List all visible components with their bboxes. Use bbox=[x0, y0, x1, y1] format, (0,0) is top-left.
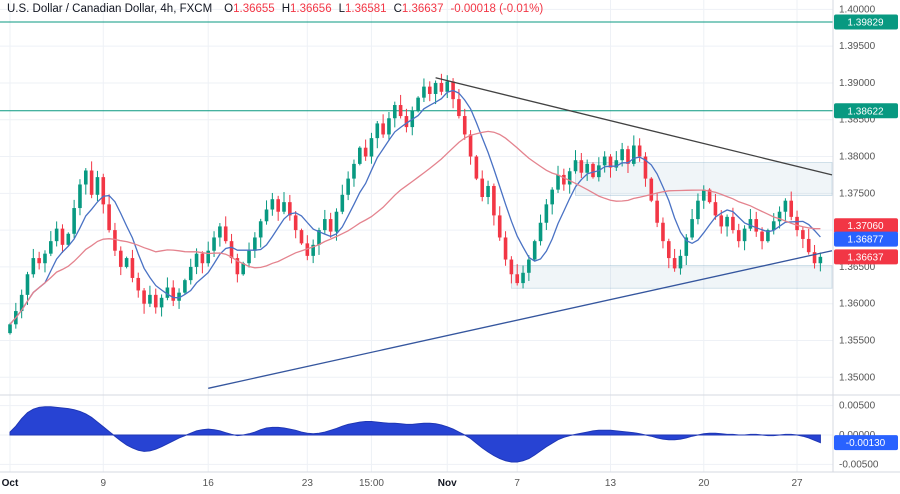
high-value: 1.36656 bbox=[290, 3, 332, 15]
svg-text:9: 9 bbox=[100, 478, 106, 489]
svg-text:1.36500: 1.36500 bbox=[839, 262, 876, 273]
svg-text:23: 23 bbox=[302, 478, 314, 489]
svg-text:16: 16 bbox=[203, 478, 215, 489]
svg-text:1.38000: 1.38000 bbox=[839, 152, 876, 163]
symbol-title[interactable]: U.S. Dollar / Canadian Dollar, 4h, FXCM bbox=[7, 3, 213, 15]
svg-text:1.35500: 1.35500 bbox=[839, 335, 876, 346]
low-label: L bbox=[338, 3, 345, 15]
svg-text:-0.00500: -0.00500 bbox=[839, 459, 879, 470]
ma-slow-line[interactable] bbox=[9, 130, 821, 325]
price-axis-badge bbox=[834, 231, 898, 247]
svg-text:20: 20 bbox=[698, 478, 710, 489]
price-axis-badge bbox=[834, 103, 898, 119]
svg-text:1.35000: 1.35000 bbox=[839, 372, 876, 383]
high-label: H bbox=[281, 3, 291, 15]
svg-text:27: 27 bbox=[791, 478, 803, 489]
svg-text:13: 13 bbox=[605, 478, 617, 489]
price-axis-badge bbox=[834, 435, 898, 451]
svg-text:Oct: Oct bbox=[2, 478, 19, 489]
candlestick-series bbox=[8, 73, 823, 335]
time-axis[interactable]: Oct 9 16 23 15:00 Nov 7 13 20 27 bbox=[2, 478, 803, 489]
svg-text:1.36637: 1.36637 bbox=[847, 252, 884, 263]
svg-text:1.37500: 1.37500 bbox=[839, 188, 876, 199]
svg-text:1.38622: 1.38622 bbox=[847, 106, 884, 117]
low-value: 1.36581 bbox=[345, 3, 387, 15]
price-axis-badges: 1.39829 1.38622 1.37060 1.36877 1.36637 -0.00… bbox=[834, 14, 898, 451]
price-axis-badge bbox=[834, 249, 898, 265]
indicator-area[interactable] bbox=[9, 406, 821, 463]
change-value: -0.00018 (-0.01%) bbox=[450, 3, 544, 15]
close-label: C bbox=[393, 3, 402, 15]
svg-text:1.36000: 1.36000 bbox=[839, 299, 876, 310]
open-label: O bbox=[224, 3, 234, 15]
svg-text:7: 7 bbox=[514, 478, 520, 489]
svg-text:0.00500: 0.00500 bbox=[839, 401, 876, 412]
svg-text:1.39829: 1.39829 bbox=[847, 17, 884, 28]
price-axis-badge bbox=[834, 218, 898, 234]
svg-text:1.40000: 1.40000 bbox=[839, 4, 876, 15]
svg-text:1.39000: 1.39000 bbox=[839, 78, 876, 89]
svg-text:1.37060: 1.37060 bbox=[847, 221, 884, 232]
svg-text:-0.00130: -0.00130 bbox=[846, 438, 886, 449]
svg-text:1.36877: 1.36877 bbox=[847, 235, 884, 246]
svg-text:Nov: Nov bbox=[438, 478, 457, 489]
svg-text:1.38500: 1.38500 bbox=[839, 115, 876, 126]
svg-text:1.39500: 1.39500 bbox=[839, 41, 876, 52]
horizontal-level-lines[interactable] bbox=[0, 21, 833, 112]
zone-rect bbox=[510, 265, 833, 289]
ma-fast-line[interactable] bbox=[9, 89, 821, 325]
grid-lines bbox=[0, 0, 833, 472]
symbol-legend: U.S. Dollar / Canadian Dollar, 4h, FXCM O… bbox=[7, 3, 543, 15]
close-value: 1.36637 bbox=[401, 3, 444, 15]
trendline-ascending-support[interactable] bbox=[208, 250, 833, 389]
open-value: 1.36655 bbox=[233, 3, 275, 15]
trendline-descending-resistance[interactable] bbox=[435, 77, 833, 176]
price-axis-badge bbox=[834, 14, 898, 30]
svg-text:15:00: 15:00 bbox=[359, 478, 384, 489]
